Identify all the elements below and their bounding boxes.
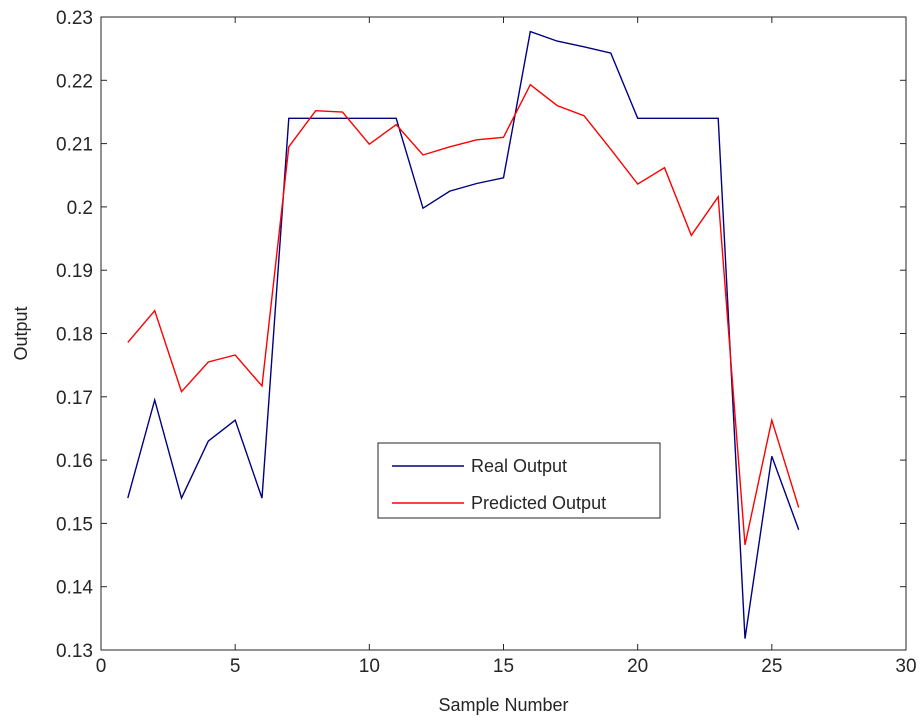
x-tick-label: 15 (493, 656, 514, 677)
legend: Real Output Predicted Output (377, 442, 661, 519)
y-tick-label: 0.21 (56, 135, 93, 156)
x-tick-label: 25 (761, 656, 782, 677)
x-axis-label: Sample Number (438, 695, 568, 715)
tick-layer: 0 5 10 15 20 25 30 0.13 0.14 0.15 0.16 0.17 0.18 0.19… (56, 8, 917, 677)
x-tick-label: 20 (627, 656, 648, 677)
x-tick-label: 10 (359, 656, 380, 677)
legend-box (377, 442, 661, 519)
legend-label-predicted-output: Predicted Output (471, 493, 606, 513)
axes-box (100, 16, 907, 651)
x-tick-label: 5 (230, 656, 241, 677)
y-tick-label: 0.23 (56, 8, 93, 29)
series-layer (127, 30, 800, 639)
y-tick-label: 0.18 (56, 325, 93, 346)
legend-label-real-output: Real Output (471, 456, 567, 476)
x-tick-label: 30 (895, 656, 916, 677)
series-line-real-output (127, 30, 800, 639)
y-tick-label: 0.19 (56, 261, 93, 282)
y-axis-label: Output (11, 306, 31, 360)
y-tick-label: 0.14 (56, 578, 93, 599)
y-tick-label: 0.22 (56, 71, 93, 92)
y-tick-label: 0.13 (56, 641, 93, 662)
y-tick-label: 0.16 (56, 451, 93, 472)
series-line-predicted-output (127, 83, 800, 546)
y-tick-label: 0.15 (56, 514, 93, 535)
plot-area: 0 5 10 15 20 25 30 0.13 0.14 0.15 0.16 0.17 0.18 0.19… (56, 8, 917, 677)
x-tick-label: 0 (96, 656, 107, 677)
y-tick-label: 0.17 (56, 388, 93, 409)
y-tick-label: 0.2 (67, 198, 93, 219)
